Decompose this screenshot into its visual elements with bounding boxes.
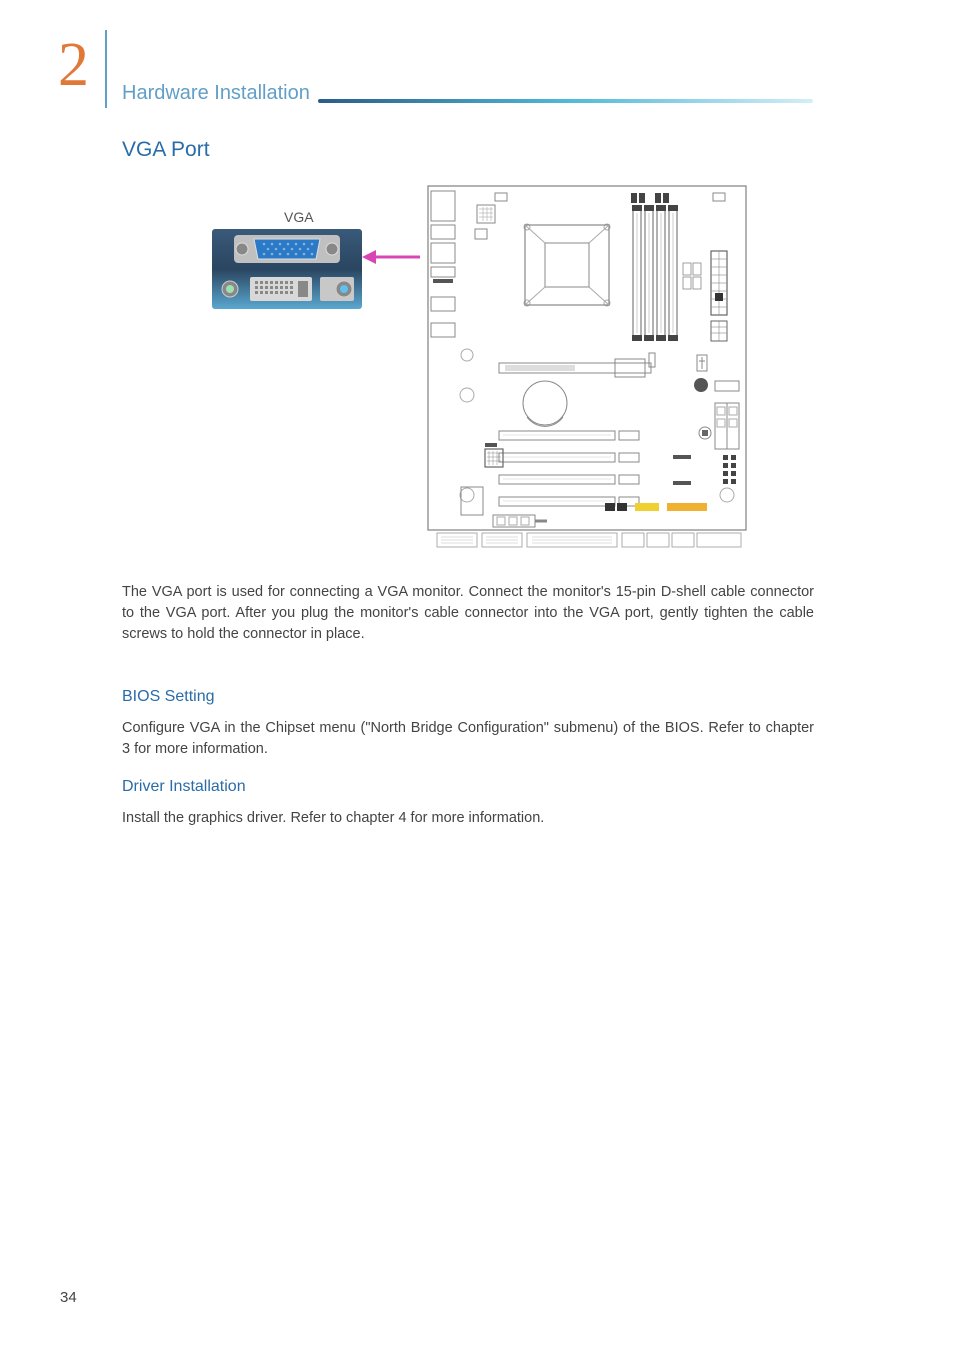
chapter-number: 2	[58, 30, 89, 101]
bios-heading: BIOS Setting	[122, 688, 215, 706]
header-rule	[318, 99, 813, 103]
chapter-divider	[105, 30, 107, 108]
io-panel-illustration	[212, 229, 362, 309]
driver-paragraph: Install the graphics driver. Refer to ch…	[122, 808, 814, 829]
page-number: 34	[60, 1289, 77, 1306]
motherboard-schematic	[427, 185, 747, 550]
driver-heading: Driver Installation	[122, 778, 246, 796]
intro-paragraph: The VGA port is used for connecting a VG…	[122, 582, 814, 645]
chapter-title: Hardware Installation	[122, 82, 310, 105]
section-heading: VGA Port	[122, 138, 210, 162]
arrow-icon	[362, 247, 422, 267]
vga-label: VGA	[284, 209, 314, 225]
bios-paragraph: Configure VGA in the Chipset menu ("Nort…	[122, 718, 814, 760]
diagram: VGA	[212, 185, 752, 555]
